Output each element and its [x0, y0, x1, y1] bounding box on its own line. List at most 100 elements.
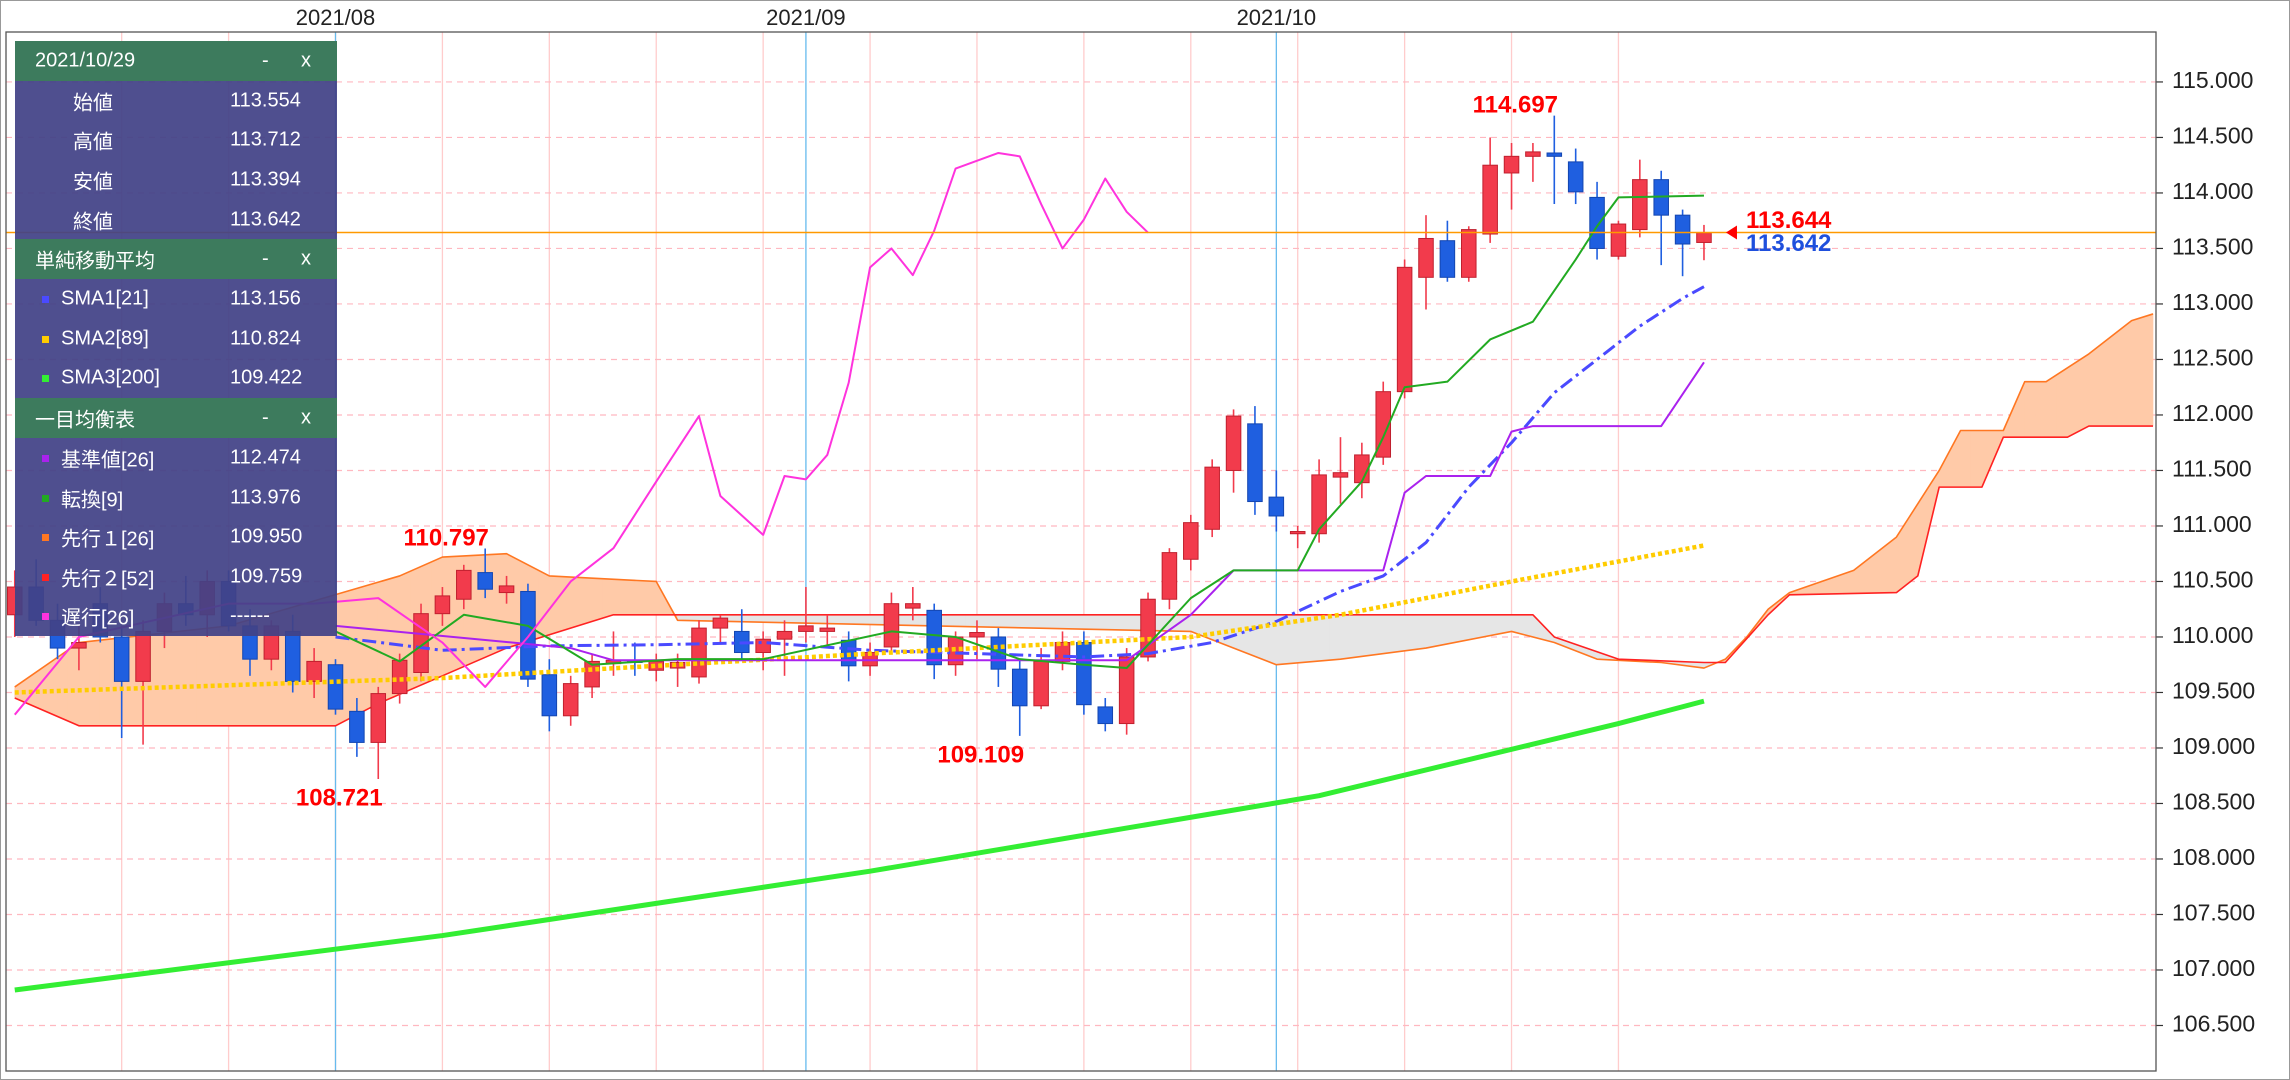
panel-row: SMA2[89] 110.824 [15, 318, 337, 359]
cloud-fill [2120, 319, 2132, 427]
series-line [14, 698, 1705, 993]
cloud-fill [634, 580, 646, 616]
y-tick-label: 114.500 [2172, 123, 2253, 149]
cloud-fill [1094, 614, 1106, 630]
cloud-fill [1254, 614, 1266, 662]
y-tick-label: 112.000 [2172, 400, 2253, 426]
candle-body [370, 693, 387, 743]
row-label: 転換[9] [61, 489, 124, 512]
cloud-fill [164, 631, 176, 727]
cloud-fill [1030, 614, 1042, 629]
panel-title: 一目均衡表 [35, 409, 135, 432]
cloud-fill [912, 614, 924, 626]
candle-body [1332, 472, 1349, 478]
cloud-fill [1072, 614, 1085, 630]
candle-body [755, 638, 771, 654]
close-button[interactable]: x [301, 406, 311, 429]
legend-swatch [42, 613, 49, 621]
candle-body [1011, 668, 1028, 707]
candle-body [926, 609, 942, 666]
cloud-fill [1532, 614, 1544, 641]
cloud-fill [1521, 614, 1534, 638]
cloud-fill [2045, 374, 2058, 438]
cloud-fill [1104, 614, 1117, 631]
cloud-fill [645, 580, 657, 616]
cloud-fill [2109, 328, 2122, 427]
candle-body [456, 569, 472, 600]
row-value: 110.824 [230, 327, 301, 350]
cloud-fill [1372, 614, 1384, 656]
candle-body [1503, 155, 1520, 174]
cloud-fill [2088, 344, 2100, 427]
row-value: 112.474 [230, 446, 301, 469]
panel-row: SMA3[200] 109.422 [15, 358, 337, 399]
candle-body [969, 632, 985, 638]
cloud-fill [869, 614, 882, 626]
cloud-fill [1500, 614, 1512, 634]
row-label: 安値 [73, 171, 113, 194]
x-tick-label: 2021/08 [296, 5, 376, 30]
candle-body [498, 585, 515, 594]
cloud-fill [442, 556, 454, 677]
candle-body [284, 630, 301, 682]
candle-body [1439, 240, 1456, 278]
candle-body [541, 674, 558, 717]
series-line [14, 425, 2154, 727]
candle-body [434, 595, 451, 615]
cloud-fill [484, 553, 497, 658]
legend-swatch [42, 573, 49, 581]
extreme-label: 114.697 [1473, 92, 1558, 119]
cloud-fill [1479, 614, 1491, 639]
panel-row: 基準値[26] 112.474 [15, 438, 337, 478]
cloud-fill [1126, 614, 1138, 631]
row-value: 109.950 [230, 525, 303, 548]
cloud-fill [794, 614, 807, 624]
series-line [335, 361, 1705, 662]
candle-body [1610, 223, 1627, 257]
cloud-fill [1415, 614, 1427, 650]
cloud-fill [356, 584, 368, 716]
cloud-fill [1040, 614, 1053, 629]
cloud-fill [1393, 614, 1405, 653]
x-tick-label: 2021/09 [766, 5, 846, 30]
candle-body [691, 627, 707, 678]
minimize-button[interactable]: - [262, 247, 269, 270]
y-tick-label: 114.000 [2172, 178, 2253, 204]
panel-row: 遅行[26] ------ [15, 596, 337, 637]
candle-body [391, 659, 408, 695]
row-value: 113.394 [230, 168, 301, 191]
cloud-fill [944, 614, 956, 627]
cloud-fill [78, 640, 90, 727]
row-label: SMA2[89] [61, 327, 149, 350]
panel-header: 2021/10/29 - x [15, 41, 337, 81]
cloud-fill [1457, 614, 1470, 643]
cloud-fill [1361, 614, 1373, 657]
close-button[interactable]: x [301, 49, 311, 72]
cloud-fill [89, 639, 101, 727]
cloud-fill [377, 578, 390, 705]
y-tick-label: 109.500 [2172, 678, 2255, 704]
close-button[interactable]: x [301, 247, 311, 270]
cloud-fill [730, 614, 743, 623]
row-value: 113.976 [230, 486, 301, 509]
minimize-button[interactable]: - [262, 49, 269, 72]
x-tick-label: 2021/10 [1237, 5, 1317, 30]
cloud-fill [826, 614, 839, 625]
row-label: SMA1[21] [61, 287, 149, 310]
cloud-fill [762, 614, 775, 623]
cloud-fill [965, 614, 978, 628]
candle-body [905, 603, 921, 609]
y-tick-label: 111.500 [2172, 456, 2252, 482]
row-value: 113.156 [230, 287, 301, 310]
candle-body [1161, 552, 1178, 600]
y-tick-label: 113.500 [2172, 234, 2253, 260]
panel-row: 高値 113.712 [15, 120, 337, 161]
candle-body [113, 636, 130, 682]
row-label: SMA3[200] [61, 366, 160, 389]
minimize-button[interactable]: - [262, 406, 269, 429]
panel-header: 一目均衡表 - x [15, 398, 337, 439]
cloud-fill [837, 614, 849, 625]
row-value: 113.554 [230, 89, 301, 112]
cloud-fill [1329, 614, 1341, 661]
